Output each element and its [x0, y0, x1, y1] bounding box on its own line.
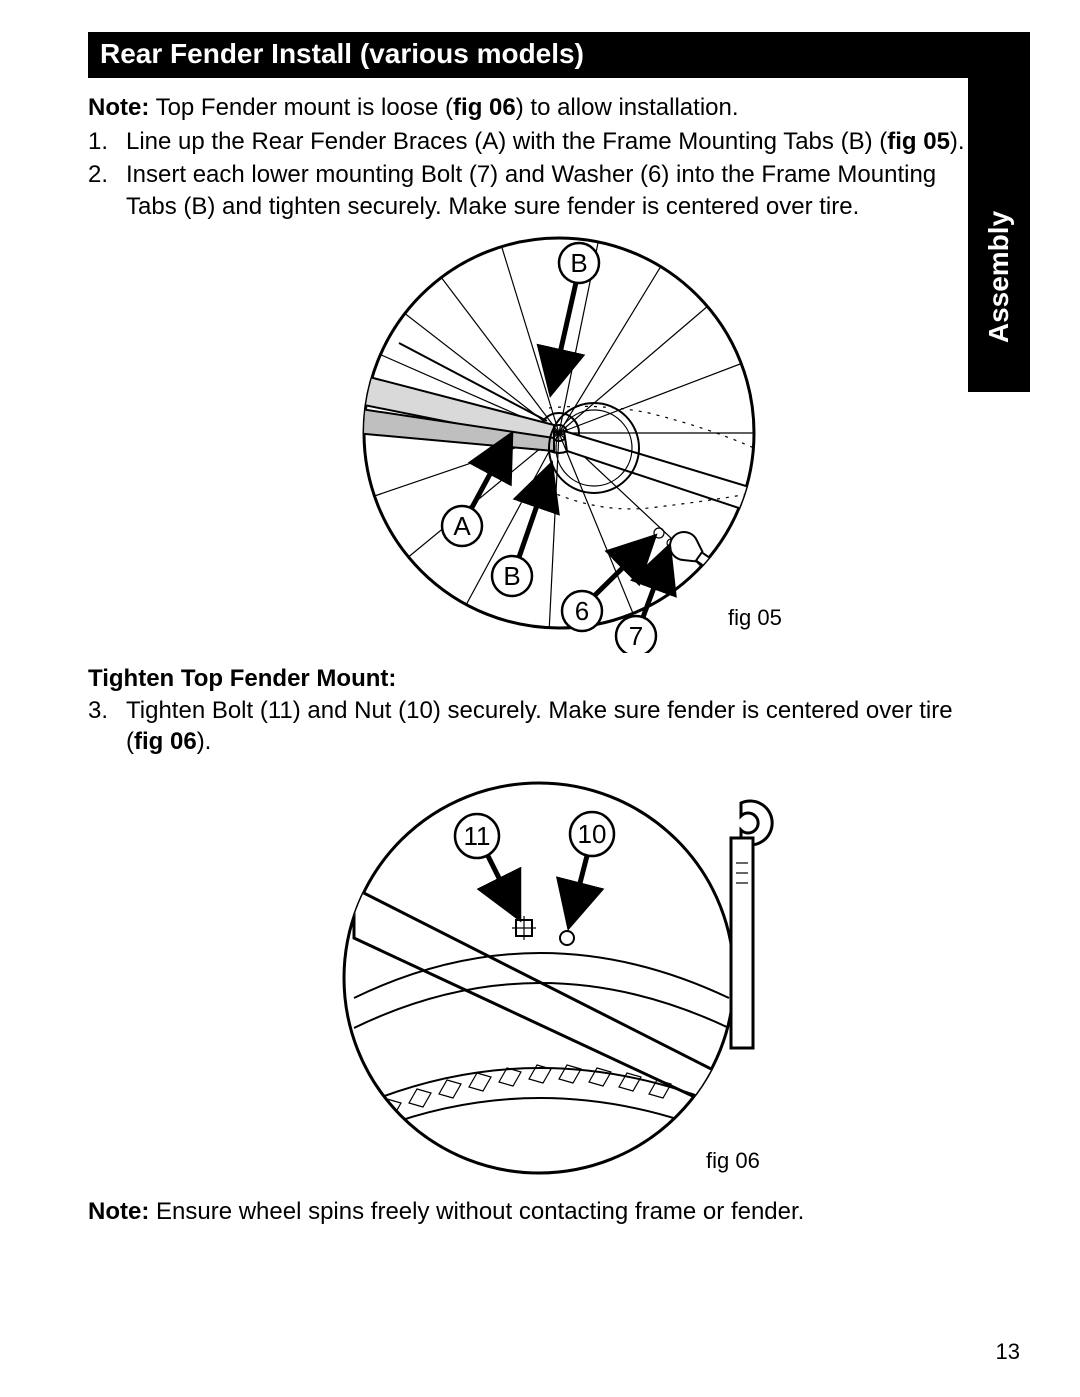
step-text: Tighten Bolt (11) and Nut (10) securely.…: [126, 697, 953, 756]
page-number: 13: [996, 1339, 1020, 1365]
figure-06-svg: 11 10: [299, 768, 819, 1188]
callout-6: 6: [575, 596, 589, 626]
callout-7: 7: [629, 621, 643, 651]
note-text: Ensure wheel spins freely without contac…: [149, 1198, 804, 1225]
step-item: 2.Insert each lower mounting Bolt (7) an…: [88, 159, 968, 222]
step-text-after: ).: [197, 728, 212, 755]
step-number: 3.: [88, 695, 126, 727]
note-fig-ref: fig 06: [453, 94, 516, 121]
callout-B-bottom: B: [503, 561, 520, 591]
step-fig-ref: fig 06: [134, 728, 197, 755]
page-content: Rear Fender Install (various models) Not…: [0, 0, 1080, 1248]
note-text-before: Top Fender mount is loose (: [149, 94, 453, 121]
steps-list-a: 1.Line up the Rear Fender Braces (A) wit…: [88, 126, 968, 223]
intro-note: Note: Top Fender mount is loose (fig 06)…: [88, 92, 968, 124]
steps-list-b: 3.Tighten Bolt (11) and Nut (10) securel…: [88, 695, 968, 758]
figure-05-caption: fig 05: [728, 605, 782, 631]
step-text: Insert each lower mounting Bolt (7) and …: [126, 161, 936, 220]
note-label: Note:: [88, 1198, 149, 1225]
step-number: 1.: [88, 126, 126, 158]
footer-note: Note: Ensure wheel spins freely without …: [88, 1196, 968, 1228]
step-text-after: ).: [950, 128, 965, 155]
step-text: Line up the Rear Fender Braces (A) with …: [126, 128, 887, 155]
step-fig-ref: fig 05: [887, 128, 950, 155]
callout-11: 11: [464, 821, 491, 851]
callout-10: 10: [578, 819, 607, 849]
note-label: Note:: [88, 94, 149, 121]
figure-05-svg: B A B 6 7: [299, 233, 819, 653]
figure-06: 11 10 fig 06: [88, 768, 1030, 1188]
figure-05: B A B 6 7 fig 05: [88, 233, 1030, 653]
note-text-after: ) to allow installation.: [516, 94, 739, 121]
callout-A: A: [453, 511, 471, 541]
callout-B-top: B: [570, 248, 587, 278]
step-item: 1.Line up the Rear Fender Braces (A) wit…: [88, 126, 968, 158]
step-number: 2.: [88, 159, 126, 191]
step-item: 3.Tighten Bolt (11) and Nut (10) securel…: [88, 695, 968, 758]
figure-06-caption: fig 06: [706, 1148, 760, 1174]
page-title: Rear Fender Install (various models): [88, 32, 1030, 78]
subheading: Tighten Top Fender Mount:: [88, 665, 1030, 693]
